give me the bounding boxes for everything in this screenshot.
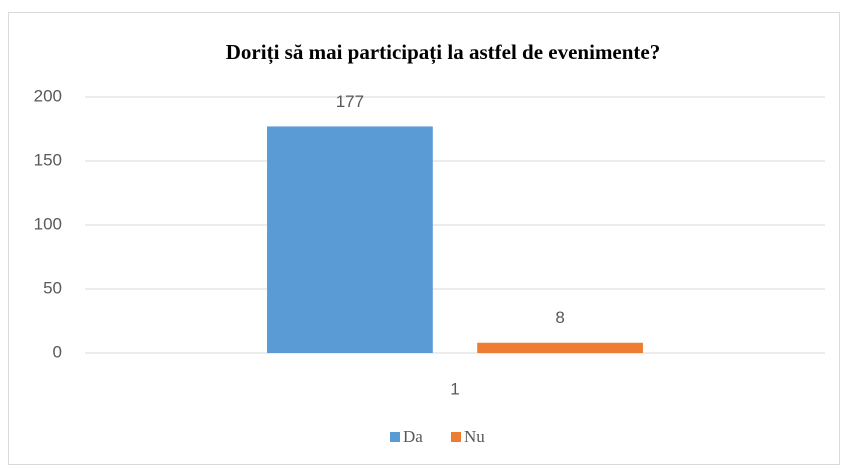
y-tick-label: 200 xyxy=(34,86,62,105)
bar xyxy=(477,342,643,353)
y-tick-label: 150 xyxy=(34,150,62,169)
chart-title: Doriți să mai participați la astfel de e… xyxy=(226,40,661,65)
data-label: 177 xyxy=(336,92,364,111)
legend-swatch xyxy=(390,432,400,442)
legend-label: Da xyxy=(403,427,423,446)
legend-swatch xyxy=(451,432,461,442)
y-tick-label: 50 xyxy=(43,278,62,297)
legend-label: Nu xyxy=(464,427,485,446)
y-tick-label: 100 xyxy=(34,214,62,233)
y-tick-label: 0 xyxy=(53,342,62,361)
x-tick-label: 1 xyxy=(450,379,459,398)
data-label: 8 xyxy=(555,308,564,327)
bar xyxy=(267,126,433,353)
